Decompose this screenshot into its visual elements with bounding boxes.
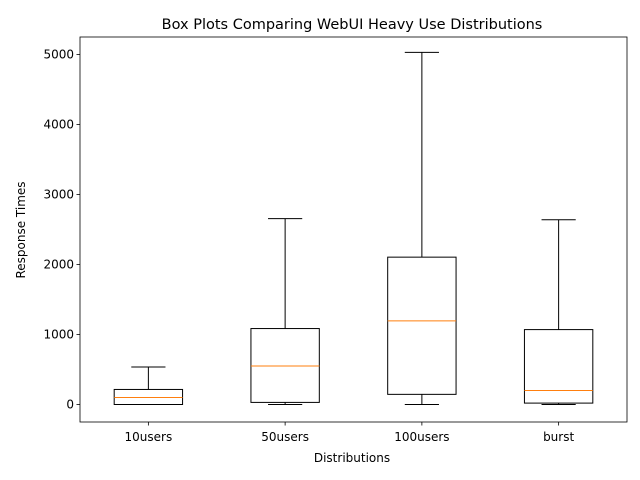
- y-tick-label: 1000: [43, 328, 74, 342]
- x-tick-label: burst: [543, 430, 574, 444]
- x-axis-label: Distributions: [314, 451, 390, 465]
- y-tick-label: 4000: [43, 118, 74, 132]
- x-tick-label: 100users: [394, 430, 449, 444]
- box-iqr: [387, 256, 457, 395]
- box-iqr: [523, 329, 594, 404]
- plot-frame: [79, 36, 628, 423]
- x-tick-label: 50users: [261, 430, 309, 444]
- box-iqr: [113, 388, 184, 406]
- x-tick-label: 10users: [125, 430, 173, 444]
- y-tick-label: 3000: [43, 188, 74, 202]
- chart-title: Box Plots Comparing WebUI Heavy Use Dist…: [162, 17, 543, 33]
- y-axis-label: Response Times: [14, 181, 28, 278]
- y-tick-label: 0: [66, 398, 74, 412]
- y-tick-label: 2000: [43, 258, 74, 272]
- box-iqr: [250, 328, 320, 403]
- y-tick-label: 5000: [43, 48, 74, 62]
